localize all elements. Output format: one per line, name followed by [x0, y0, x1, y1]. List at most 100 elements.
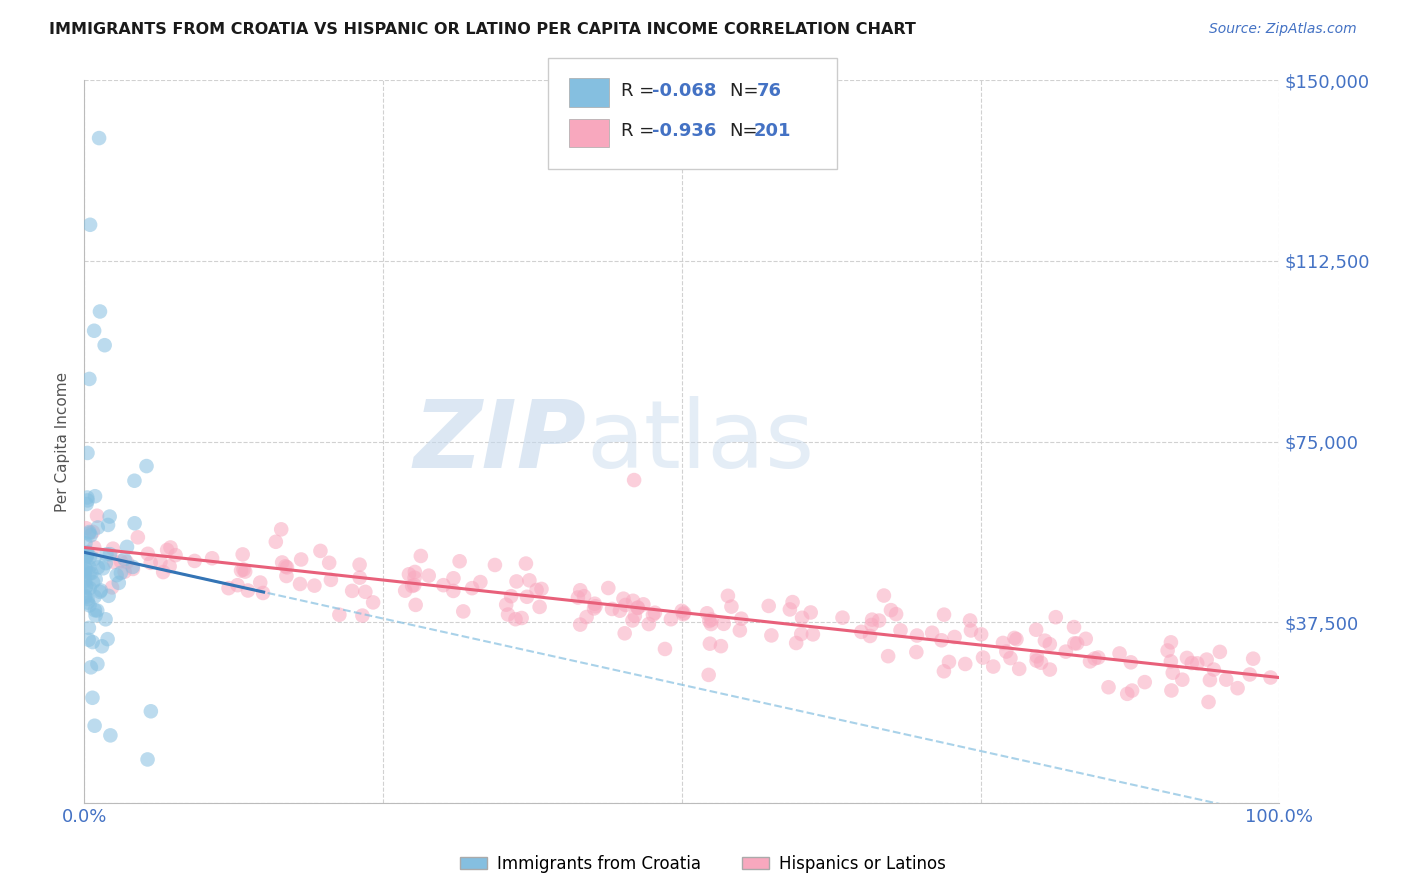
Point [1025, 649, 1047, 664]
Point [654, 642, 676, 657]
Point [932, 665, 955, 679]
Point [83, 603, 105, 617]
Point [97, 589, 120, 603]
Point [75, 521, 97, 535]
Point [1226, 681, 1249, 695]
Point [87, 131, 110, 145]
Point [114, 565, 136, 579]
Point [451, 604, 474, 618]
Point [585, 599, 607, 614]
Point [124, 516, 146, 531]
Point [699, 637, 721, 651]
Point [276, 569, 298, 583]
Point [496, 607, 519, 622]
Point [960, 624, 983, 638]
Point [352, 608, 374, 623]
Point [697, 668, 720, 682]
Point [271, 556, 294, 570]
Point [110, 554, 132, 568]
Point [612, 591, 634, 606]
Point [572, 589, 595, 603]
Point [124, 474, 146, 488]
Point [79, 524, 101, 539]
Point [461, 581, 484, 595]
Point [84, 573, 107, 587]
Point [89, 585, 111, 599]
Point [75, 590, 97, 604]
Point [270, 522, 292, 536]
Text: R =: R = [621, 82, 661, 100]
Point [851, 624, 873, 639]
Point [567, 591, 589, 605]
Point [309, 544, 332, 558]
Point [404, 578, 426, 592]
Point [79, 599, 101, 613]
Point [1033, 633, 1056, 648]
Point [609, 604, 631, 618]
Text: -0.936: -0.936 [652, 122, 717, 140]
Point [1039, 637, 1062, 651]
Point [671, 604, 693, 618]
Point [76, 549, 98, 563]
Point [868, 614, 890, 628]
Point [710, 639, 733, 653]
Point [1187, 657, 1209, 671]
Point [782, 595, 804, 609]
Point [569, 617, 592, 632]
Point [1066, 636, 1088, 650]
Point [136, 752, 159, 766]
Point [394, 583, 416, 598]
Point [76, 491, 98, 505]
Point [873, 589, 896, 603]
Point [79, 372, 101, 386]
Point [76, 596, 98, 610]
Point [1260, 671, 1282, 685]
Point [1160, 635, 1182, 649]
Point [637, 617, 659, 632]
Point [641, 607, 664, 622]
Point [75, 562, 97, 576]
Point [101, 581, 124, 595]
Point [83, 541, 105, 555]
Point [75, 550, 97, 565]
Point [516, 590, 538, 604]
Point [673, 606, 696, 620]
Point [1241, 651, 1264, 665]
Point [127, 530, 149, 544]
Point [624, 608, 647, 623]
Point [82, 575, 104, 590]
Point [526, 582, 548, 597]
Point [80, 660, 103, 674]
Point [76, 579, 98, 593]
Point [122, 562, 145, 576]
Point [79, 550, 101, 565]
Point [1025, 623, 1047, 637]
Point [328, 607, 350, 622]
Point [101, 541, 124, 556]
Point [484, 558, 506, 572]
Point [1008, 662, 1031, 676]
Point [89, 304, 111, 318]
Point [404, 571, 426, 585]
Text: ZIP: ZIP [413, 395, 586, 488]
Point [905, 645, 928, 659]
Point [600, 602, 623, 616]
Point [139, 704, 162, 718]
Point [96, 548, 118, 562]
Point [728, 624, 751, 638]
Point [1209, 645, 1232, 659]
Point [77, 632, 100, 647]
Point [889, 624, 911, 638]
Point [76, 446, 98, 460]
Point [107, 575, 129, 590]
Point [110, 566, 132, 580]
Point [121, 560, 143, 574]
Point [232, 548, 254, 562]
Point [82, 635, 104, 649]
Point [1078, 654, 1101, 668]
Point [831, 610, 853, 624]
Point [418, 568, 440, 582]
Point [1239, 667, 1261, 681]
Point [1160, 654, 1182, 668]
Point [79, 566, 101, 581]
